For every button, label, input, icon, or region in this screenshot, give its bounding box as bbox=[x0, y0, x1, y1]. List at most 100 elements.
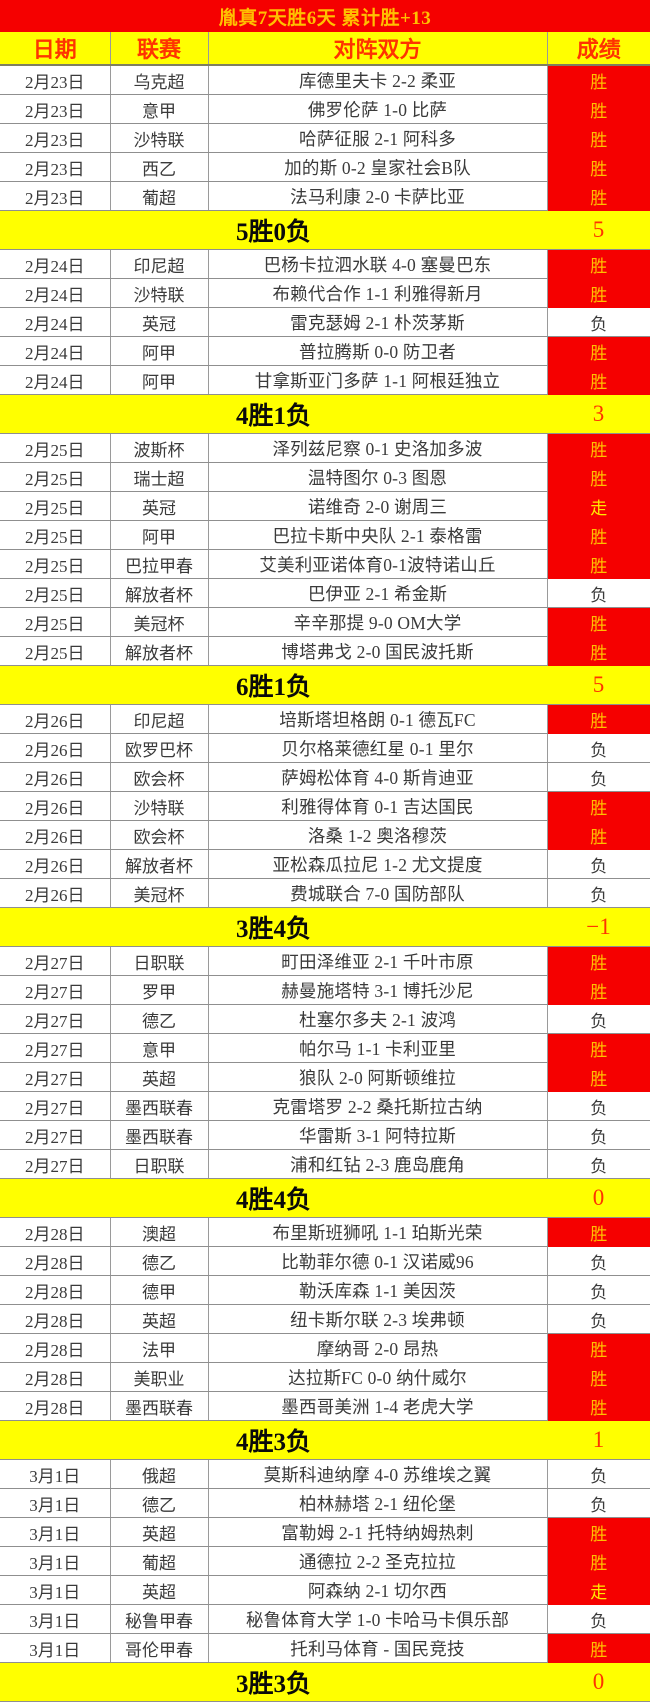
result-badge: 负 bbox=[547, 578, 650, 608]
column-header-row: 日期 联赛 对阵双方 成绩 bbox=[0, 32, 650, 66]
column-header-date: 日期 bbox=[0, 32, 111, 66]
match-fixture: 墨西哥美洲 1-4 老虎大学 bbox=[208, 1391, 548, 1421]
match-fixture: 费城联合 7-0 国防部队 bbox=[208, 878, 548, 908]
league-name: 法甲 bbox=[110, 1333, 209, 1363]
result-badge: 胜 bbox=[547, 549, 650, 579]
match-date: 2月23日 bbox=[0, 181, 111, 211]
league-name: 德乙 bbox=[110, 1246, 209, 1276]
league-name: 欧会杯 bbox=[110, 820, 209, 850]
match-fixture: 町田泽维亚 2-1 千叶市原 bbox=[208, 946, 548, 976]
match-fixture: 布赖代合作 1-1 利雅得新月 bbox=[208, 278, 548, 308]
table-row: 3月1日 英超 阿森纳 2-1 切尔西走 bbox=[0, 1575, 650, 1605]
summary-label: 4胜4负 bbox=[0, 1178, 547, 1218]
table-row: 3月1日 秘鲁甲春 秘鲁体育大学 1-0 卡哈马卡俱乐部负 bbox=[0, 1604, 650, 1634]
column-header-match: 对阵双方 bbox=[208, 32, 548, 66]
table-row: 2月24日 沙特联 布赖代合作 1-1 利雅得新月胜 bbox=[0, 278, 650, 308]
result-badge: 胜 bbox=[547, 1033, 650, 1063]
result-badge: 负 bbox=[547, 849, 650, 879]
match-date: 2月28日 bbox=[0, 1275, 111, 1305]
match-date: 2月26日 bbox=[0, 849, 111, 879]
match-date: 2月24日 bbox=[0, 336, 111, 366]
match-fixture: 柏林赫塔 2-1 纽伦堡 bbox=[208, 1488, 548, 1518]
match-fixture: 亚松森瓜拉尼 1-2 尤文提度 bbox=[208, 849, 548, 879]
table-row: 2月28日 德乙 比勒菲尔德 0-1 汉诺威96 负 bbox=[0, 1246, 650, 1276]
summary-value: 0 bbox=[547, 1178, 650, 1218]
match-date: 2月26日 bbox=[0, 878, 111, 908]
match-date: 2月24日 bbox=[0, 278, 111, 308]
result-badge: 负 bbox=[547, 1004, 650, 1034]
table-row: 2月28日 美职业 达拉斯FC 0-0 纳什威尔胜 bbox=[0, 1362, 650, 1392]
table-row: 2月28日 墨西联春 墨西哥美洲 1-4 老虎大学胜 bbox=[0, 1391, 650, 1421]
match-date: 2月26日 bbox=[0, 704, 111, 734]
match-fixture: 布里斯班狮吼 1-1 珀斯光荣 bbox=[208, 1217, 548, 1247]
league-name: 解放者杯 bbox=[110, 636, 209, 666]
table-row: 2月27日 意甲 帕尔马 1-1 卡利亚里胜 bbox=[0, 1033, 650, 1063]
match-date: 3月1日 bbox=[0, 1488, 111, 1518]
match-fixture: 比勒菲尔德 0-1 汉诺威96 bbox=[208, 1246, 548, 1276]
match-date: 2月26日 bbox=[0, 791, 111, 821]
result-badge: 胜 bbox=[547, 1517, 650, 1547]
result-badge: 走 bbox=[547, 491, 650, 521]
match-date: 2月28日 bbox=[0, 1246, 111, 1276]
match-date: 3月1日 bbox=[0, 1517, 111, 1547]
result-badge: 胜 bbox=[547, 278, 650, 308]
result-badge: 胜 bbox=[547, 975, 650, 1005]
summary-row: 6胜1负 5 bbox=[0, 665, 650, 705]
match-fixture: 雷克瑟姆 2-1 朴茨茅斯 bbox=[208, 307, 548, 337]
table-row: 2月25日 美冠杯 辛辛那提 9-0 OM大学胜 bbox=[0, 607, 650, 637]
summary-label: 4胜1负 bbox=[0, 394, 547, 434]
table-row: 3月1日 俄超 莫斯科迪纳摩 4-0 苏维埃之翼负 bbox=[0, 1459, 650, 1489]
match-fixture: 培斯塔坦格朗 0-1 德瓦FC bbox=[208, 704, 548, 734]
match-fixture: 通德拉 2-2 圣克拉拉 bbox=[208, 1546, 548, 1576]
match-fixture: 克雷塔罗 2-2 桑托斯拉古纳 bbox=[208, 1091, 548, 1121]
league-name: 澳超 bbox=[110, 1217, 209, 1247]
match-date: 2月25日 bbox=[0, 549, 111, 579]
match-date: 2月27日 bbox=[0, 1033, 111, 1063]
table-row: 3月1日 英超 富勒姆 2-1 托特纳姆热刺胜 bbox=[0, 1517, 650, 1547]
match-fixture: 加的斯 0-2 皇家社会B队 bbox=[208, 152, 548, 182]
table-row: 2月28日 法甲 摩纳哥 2-0 昂热胜 bbox=[0, 1333, 650, 1363]
table-row: 2月25日 解放者杯 博塔弗戈 2-0 国民波托斯胜 bbox=[0, 636, 650, 666]
summary-value: 3 bbox=[547, 394, 650, 434]
result-badge: 负 bbox=[547, 1488, 650, 1518]
summary-row: 3胜4负 −1 bbox=[0, 907, 650, 947]
table-row: 2月28日 澳超 布里斯班狮吼 1-1 珀斯光荣胜 bbox=[0, 1217, 650, 1247]
match-fixture: 巴杨卡拉泗水联 4-0 塞曼巴东 bbox=[208, 249, 548, 279]
match-fixture: 阿森纳 2-1 切尔西 bbox=[208, 1575, 548, 1605]
league-name: 秘鲁甲春 bbox=[110, 1604, 209, 1634]
match-fixture: 赫曼施塔特 3-1 博托沙尼 bbox=[208, 975, 548, 1005]
league-name: 墨西联春 bbox=[110, 1120, 209, 1150]
table-row: 2月27日 英超 狼队 2-0 阿斯顿维拉胜 bbox=[0, 1062, 650, 1092]
match-date: 2月23日 bbox=[0, 152, 111, 182]
table-row: 2月26日 欧会杯 萨姆松体育 4-0 斯肯迪亚负 bbox=[0, 762, 650, 792]
match-fixture: 托利马体育 - 国民竞技 bbox=[208, 1633, 548, 1663]
table-row: 2月28日 英超 纽卡斯尔联 2-3 埃弗顿负 bbox=[0, 1304, 650, 1334]
table-row: 3月1日 德乙 柏林赫塔 2-1 纽伦堡负 bbox=[0, 1488, 650, 1518]
table-row: 2月24日 印尼超 巴杨卡拉泗水联 4-0 塞曼巴东胜 bbox=[0, 249, 650, 279]
result-badge: 负 bbox=[547, 733, 650, 763]
match-date: 2月23日 bbox=[0, 65, 111, 95]
table-row: 2月23日 乌克超 库德里夫卡 2-2 柔亚胜 bbox=[0, 65, 650, 95]
match-fixture: 泽列兹尼察 0-1 史洛加多波 bbox=[208, 433, 548, 463]
league-name: 德乙 bbox=[110, 1488, 209, 1518]
table-row: 2月24日 英冠 雷克瑟姆 2-1 朴茨茅斯负 bbox=[0, 307, 650, 337]
table-row: 3月1日 葡超 通德拉 2-2 圣克拉拉胜 bbox=[0, 1546, 650, 1576]
match-date: 2月25日 bbox=[0, 636, 111, 666]
result-badge: 胜 bbox=[547, 1062, 650, 1092]
result-badge: 胜 bbox=[547, 65, 650, 95]
table-row: 2月27日 日职联 浦和红钻 2-3 鹿岛鹿角负 bbox=[0, 1149, 650, 1179]
match-fixture: 狼队 2-0 阿斯顿维拉 bbox=[208, 1062, 548, 1092]
match-fixture: 诺维奇 2-0 谢周三 bbox=[208, 491, 548, 521]
summary-label: 3胜3负 bbox=[0, 1662, 547, 1702]
match-fixture: 浦和红钻 2-3 鹿岛鹿角 bbox=[208, 1149, 548, 1179]
summary-value: −1 bbox=[547, 907, 650, 947]
match-fixture: 帕尔马 1-1 卡利亚里 bbox=[208, 1033, 548, 1063]
table-row: 2月24日 阿甲 甘拿斯亚门多萨 1-1 阿根廷独立胜 bbox=[0, 365, 650, 395]
league-name: 沙特联 bbox=[110, 278, 209, 308]
summary-row: 4胜1负 3 bbox=[0, 394, 650, 434]
result-badge: 胜 bbox=[547, 1217, 650, 1247]
match-fixture: 佛罗伦萨 1-0 比萨 bbox=[208, 94, 548, 124]
result-badge: 胜 bbox=[547, 94, 650, 124]
league-name: 解放者杯 bbox=[110, 849, 209, 879]
